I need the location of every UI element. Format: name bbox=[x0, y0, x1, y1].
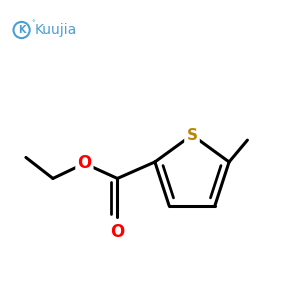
Text: K: K bbox=[18, 25, 25, 35]
Text: O: O bbox=[110, 223, 124, 241]
Text: S: S bbox=[187, 128, 197, 142]
Text: °: ° bbox=[31, 20, 35, 26]
Text: O: O bbox=[77, 154, 92, 172]
Text: Kuujia: Kuujia bbox=[35, 23, 77, 37]
